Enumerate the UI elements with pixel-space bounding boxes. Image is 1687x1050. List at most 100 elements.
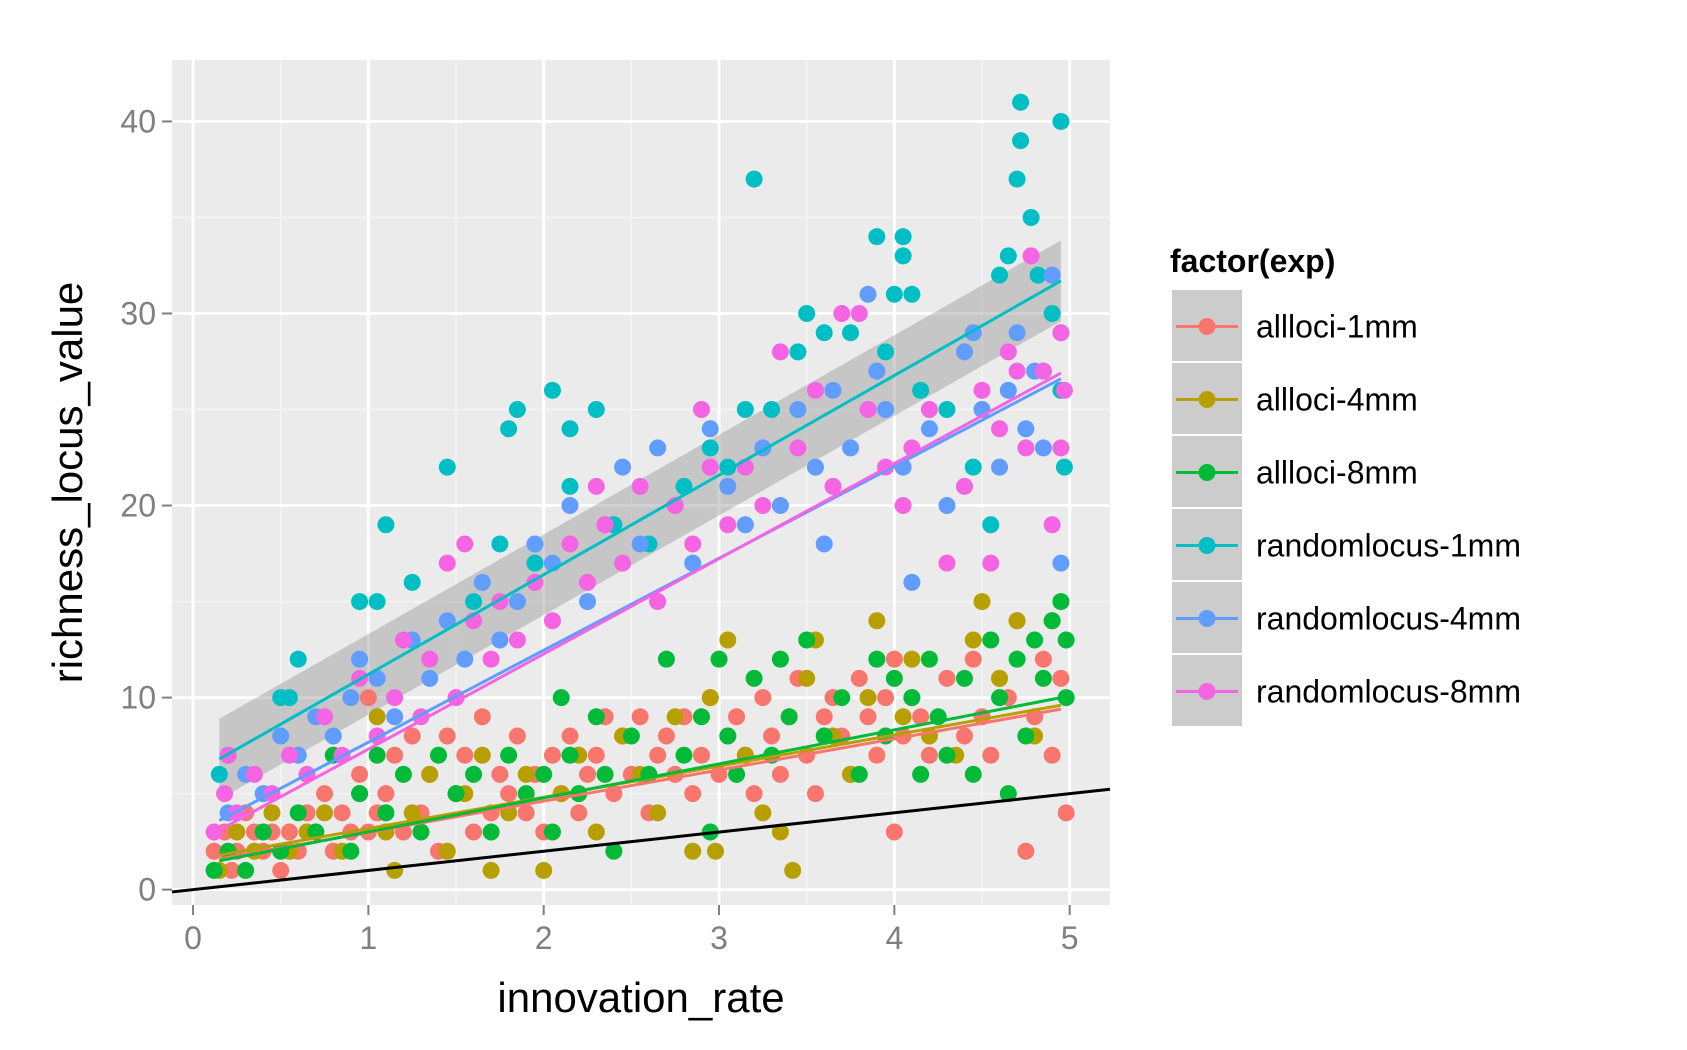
legend-key-point: [1198, 318, 1216, 335]
data-point: [806, 458, 824, 476]
data-point: [438, 727, 456, 745]
data-point: [1029, 266, 1047, 284]
data-point: [859, 708, 877, 726]
data-point: [342, 689, 360, 707]
x-axis: 0 1 2 3 4 5: [184, 905, 1079, 956]
data-point: [824, 477, 842, 495]
data-point: [938, 746, 956, 764]
legend-label: randomlocus-4mm: [1256, 601, 1521, 637]
data-point: [728, 708, 746, 726]
data-point: [272, 861, 290, 879]
data-point: [868, 650, 886, 668]
data-point: [517, 765, 535, 783]
trend-line: [219, 696, 1062, 863]
data-point: [1055, 458, 1073, 476]
data-point: [666, 708, 684, 726]
data-point: [289, 804, 307, 822]
data-point: [771, 650, 789, 668]
data-point: [1052, 112, 1070, 130]
data-point: [815, 535, 833, 553]
data-point: [868, 612, 886, 630]
x-axis-title: innovation_rate: [497, 974, 784, 1021]
data-point: [784, 861, 802, 879]
data-point: [842, 439, 860, 457]
data-point: [982, 631, 1000, 649]
data-point: [806, 785, 824, 803]
data-point: [386, 746, 404, 764]
data-point: [745, 785, 763, 803]
data-point: [333, 804, 351, 822]
data-point: [763, 727, 781, 745]
data-point: [912, 381, 930, 399]
y-tick-label: 30: [120, 296, 156, 332]
data-point: [789, 401, 807, 419]
data-point: [1026, 631, 1044, 649]
data-point: [403, 727, 421, 745]
data-point: [351, 650, 369, 668]
data-point: [438, 842, 456, 860]
data-point: [771, 823, 789, 841]
data-point: [324, 727, 342, 745]
data-point: [692, 401, 710, 419]
data-point: [605, 842, 623, 860]
data-point: [789, 343, 807, 361]
data-point: [622, 727, 640, 745]
data-point: [456, 650, 474, 668]
data-point: [210, 765, 228, 783]
data-point: [316, 708, 334, 726]
data-point: [254, 823, 272, 841]
legend-key-point: [1198, 683, 1216, 700]
data-point: [535, 765, 553, 783]
legend-label: randomlocus-8mm: [1256, 674, 1521, 710]
data-point: [982, 516, 1000, 534]
legend-item: randomlocus-4mm: [1172, 582, 1521, 653]
data-point: [517, 785, 535, 803]
data-point: [1017, 727, 1035, 745]
data-point: [754, 689, 772, 707]
data-point: [587, 401, 605, 419]
data-point: [684, 842, 702, 860]
data-point: [1055, 381, 1073, 399]
data-point: [736, 516, 754, 534]
data-point: [1043, 746, 1061, 764]
data-point: [938, 669, 956, 687]
identity-line: [171, 787, 1111, 894]
data-point: [771, 343, 789, 361]
data-point: [912, 765, 930, 783]
data-point: [903, 689, 921, 707]
data-point: [1012, 93, 1030, 111]
data-point: [631, 535, 649, 553]
data-point: [964, 650, 982, 668]
legend-item: allloci-1mm: [1172, 290, 1418, 361]
y-tick-label: 20: [120, 488, 156, 524]
data-point: [316, 785, 334, 803]
data-point: [649, 804, 667, 822]
data-point: [596, 765, 614, 783]
data-point: [421, 765, 439, 783]
data-point: [833, 689, 851, 707]
data-point: [955, 669, 973, 687]
data-point: [991, 689, 1009, 707]
data-point: [964, 458, 982, 476]
data-point: [587, 823, 605, 841]
data-point: [649, 593, 667, 611]
data-point: [920, 420, 938, 438]
data-point: [1052, 439, 1070, 457]
data-point: [999, 785, 1017, 803]
data-point: [806, 381, 824, 399]
legend-item: randomlocus-1mm: [1172, 509, 1521, 580]
data-point: [237, 861, 255, 879]
data-point: [999, 343, 1017, 361]
data-point: [228, 823, 246, 841]
data-point: [710, 650, 728, 668]
data-point: [587, 477, 605, 495]
data-point: [456, 535, 474, 553]
data-point: [526, 554, 544, 572]
data-point: [394, 765, 412, 783]
data-point: [570, 804, 588, 822]
data-point: [456, 746, 474, 764]
data-point: [1052, 669, 1070, 687]
data-point: [342, 842, 360, 860]
data-point: [216, 785, 234, 803]
